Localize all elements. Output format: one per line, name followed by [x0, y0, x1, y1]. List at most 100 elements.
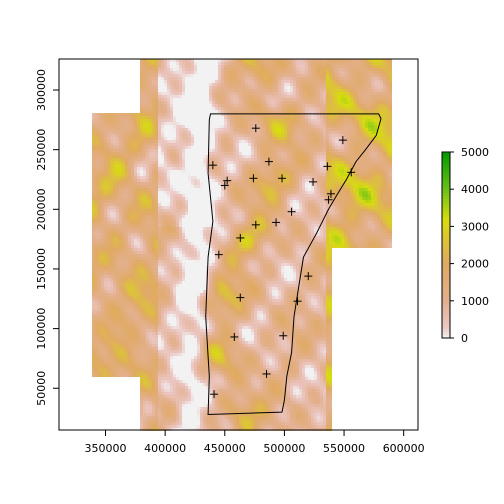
raster-cell	[161, 200, 164, 203]
raster-cell	[368, 170, 371, 173]
raster-cell	[287, 185, 290, 188]
raster-cell	[245, 89, 248, 92]
raster-cell	[308, 137, 311, 140]
raster-cell	[230, 164, 233, 167]
raster-cell	[389, 212, 392, 215]
raster-cell	[251, 137, 254, 140]
raster-cell	[260, 146, 263, 149]
raster-cell	[260, 68, 263, 71]
raster-cell	[194, 89, 197, 92]
raster-cell	[155, 146, 158, 149]
raster-cell	[245, 176, 248, 179]
raster-cell	[302, 176, 305, 179]
raster-cell	[128, 170, 131, 173]
raster-cell	[305, 170, 308, 173]
raster-cell	[101, 122, 104, 125]
raster-cell	[221, 119, 224, 122]
raster-cell	[347, 194, 350, 197]
raster-cell	[254, 197, 257, 200]
raster-cell	[371, 83, 374, 86]
raster-cell	[287, 119, 290, 122]
raster-cell	[311, 197, 314, 200]
raster-cell	[386, 80, 389, 83]
raster-cell	[263, 143, 266, 146]
raster-cell	[341, 110, 344, 113]
raster-cell	[347, 140, 350, 143]
raster-cell	[179, 173, 182, 176]
raster-cell	[116, 113, 119, 116]
raster-cell	[284, 116, 287, 119]
raster-cell	[272, 197, 275, 200]
raster-cell	[284, 149, 287, 152]
raster-cell	[149, 77, 152, 80]
raster-cell	[248, 209, 251, 212]
raster-cell	[164, 119, 167, 122]
raster-cell	[296, 68, 299, 71]
raster-cell	[98, 170, 101, 173]
raster-cell	[374, 167, 377, 170]
raster-cell	[368, 134, 371, 137]
raster-cell	[206, 62, 209, 65]
raster-cell	[143, 149, 146, 152]
raster-cell	[167, 104, 170, 107]
raster-cell	[251, 146, 254, 149]
raster-cell	[266, 185, 269, 188]
raster-cell	[140, 140, 143, 143]
raster-cell	[167, 74, 170, 77]
raster-cell	[206, 98, 209, 101]
raster-cell	[104, 188, 107, 191]
raster-cell	[302, 188, 305, 191]
raster-cell	[362, 137, 365, 140]
raster-cell	[149, 215, 152, 218]
raster-cell	[230, 65, 233, 68]
raster-cell	[128, 167, 131, 170]
raster-cell	[329, 215, 332, 218]
raster-cell	[293, 149, 296, 152]
raster-cell	[236, 152, 239, 155]
raster-cell	[281, 62, 284, 65]
raster-cell	[317, 179, 320, 182]
raster-cell	[173, 161, 176, 164]
raster-cell	[239, 86, 242, 89]
raster-cell	[344, 176, 347, 179]
raster-cell	[347, 137, 350, 140]
raster-cell	[188, 92, 191, 95]
raster-cell	[344, 170, 347, 173]
raster-cell	[215, 212, 218, 215]
raster-cell	[314, 134, 317, 137]
raster-cell	[284, 167, 287, 170]
raster-cell	[257, 65, 260, 68]
raster-cell	[293, 101, 296, 104]
raster-cell	[248, 182, 251, 185]
raster-cell	[344, 188, 347, 191]
raster-cell	[248, 203, 251, 206]
raster-cell	[389, 152, 392, 155]
raster-cell	[161, 158, 164, 161]
raster-cell	[269, 188, 272, 191]
raster-cell	[386, 194, 389, 197]
raster-cell	[269, 59, 272, 62]
raster-cell	[200, 215, 203, 218]
raster-cell	[119, 125, 122, 128]
raster-cell	[164, 98, 167, 101]
raster-cell	[245, 119, 248, 122]
raster-cell	[362, 152, 365, 155]
raster-cell	[146, 113, 149, 116]
raster-cell	[200, 101, 203, 104]
raster-cell	[323, 131, 326, 134]
raster-cell	[206, 194, 209, 197]
raster-cell	[122, 161, 125, 164]
raster-cell	[206, 92, 209, 95]
raster-cell	[137, 155, 140, 158]
raster-cell	[347, 149, 350, 152]
raster-cell	[176, 143, 179, 146]
raster-cell	[272, 71, 275, 74]
raster-cell	[290, 74, 293, 77]
raster-cell	[329, 59, 332, 62]
raster-cell	[305, 158, 308, 161]
raster-cell	[125, 173, 128, 176]
raster-cell	[161, 92, 164, 95]
raster-cell	[200, 62, 203, 65]
raster-cell	[158, 98, 161, 101]
raster-cell	[308, 182, 311, 185]
